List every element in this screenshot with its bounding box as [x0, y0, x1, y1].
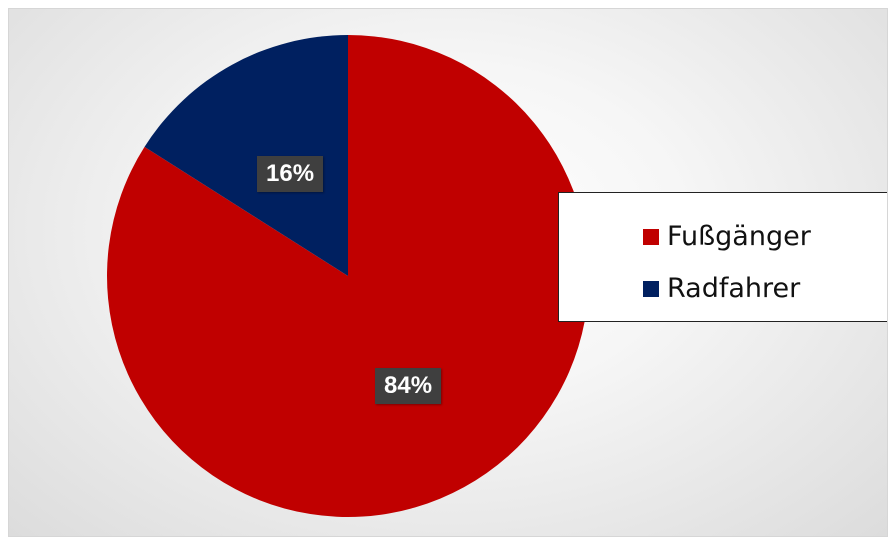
legend-swatch-fussgaenger	[643, 228, 659, 245]
legend-swatch-radfahrer	[643, 280, 659, 297]
data-label-radfahrer: 16%	[257, 156, 324, 192]
legend-label-fussgaenger: Fußgänger	[667, 221, 811, 252]
legend-label-radfahrer: Radfahrer	[667, 273, 801, 304]
pie-slice-fussgaenger	[107, 35, 590, 517]
legend: Fußgänger Radfahrer	[558, 192, 887, 322]
legend-item-fussgaenger: Fußgänger	[643, 221, 811, 252]
pie-chart	[107, 35, 590, 517]
legend-item-radfahrer: Radfahrer	[643, 273, 800, 304]
data-label-fussgaenger: 84%	[375, 368, 442, 404]
chart-area: 84% 16% Fußgänger Radfahrer	[8, 8, 888, 537]
pie-slice-radfahrer	[144, 35, 348, 276]
